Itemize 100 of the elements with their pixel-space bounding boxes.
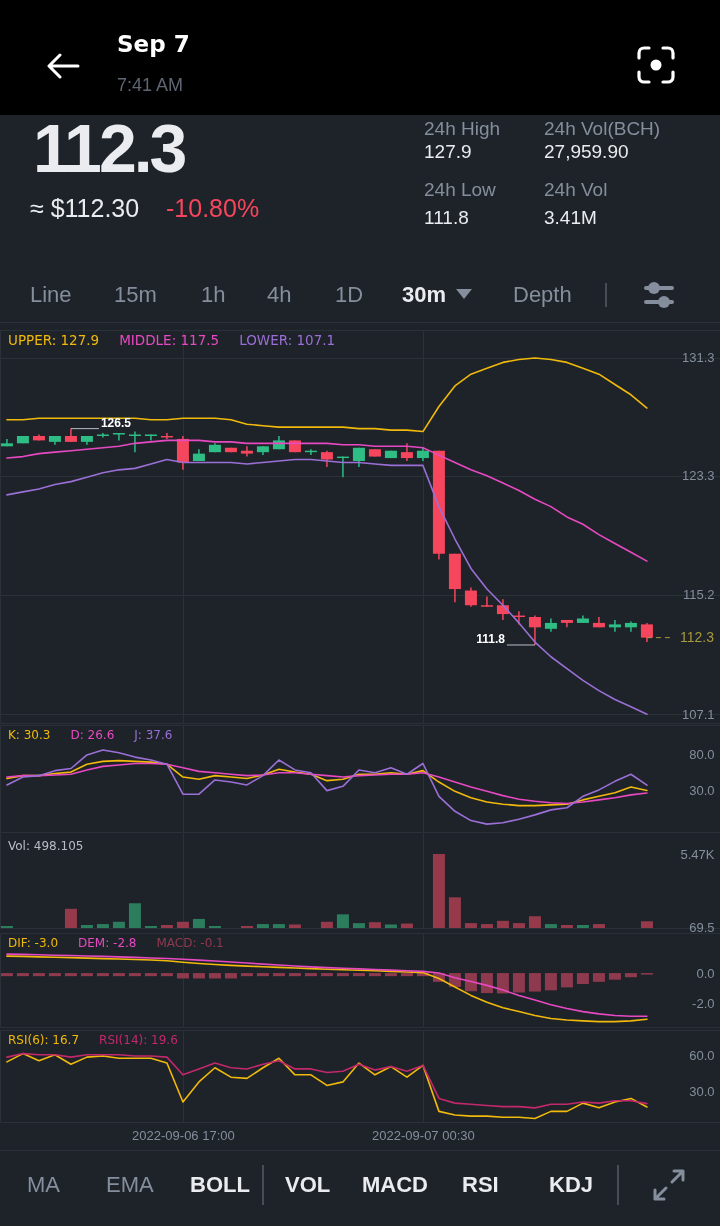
bar [560,925,573,928]
bar [96,924,109,928]
bar [528,916,541,928]
y-tick-label: 123.3 [681,468,715,484]
y-tick-label: 5.47K [680,846,715,862]
bar [480,924,493,928]
annotation: 126.5 [100,415,132,430]
bar [272,924,285,928]
bar [176,921,189,928]
text: RSI [462,1172,499,1197]
text: 3.41M [544,207,597,228]
text: UPPER: 127.9 [8,332,100,348]
text: ≈ $112.30 [30,194,140,222]
candlestick [608,619,621,633]
line-series [6,439,648,562]
text: 7:41 AM [117,75,184,95]
line-series [6,1052,648,1109]
text: BOLL [190,1172,250,1197]
text: MIDDLE: 117.5 [119,332,220,348]
text: Depth [513,282,572,307]
candlestick [240,445,253,458]
y-tick-label: 115.2 [682,587,715,603]
bar [192,918,205,928]
bar [320,921,333,928]
candlestick [480,595,493,608]
text: 24h Vol [544,179,608,200]
bar [112,921,125,928]
text: MA [27,1172,60,1197]
y-tick-label: 80.0 [689,747,715,763]
candlestick [624,620,637,633]
candlestick [464,586,477,608]
candlestick [112,432,125,442]
bar [208,925,221,928]
series-label: D: 26.6 [70,728,115,742]
text: 24h Low [424,179,496,200]
text: KDJ [549,1172,594,1197]
text: 24h Vol(BCH) [544,118,661,139]
text: K: 30.3 [8,728,51,742]
text: 15m [114,282,157,307]
text: 30m [402,282,447,307]
bar [144,925,157,928]
series-label: J: 37.6 [134,728,173,742]
bar [640,921,653,928]
bar [352,923,365,928]
text: 112.3 [33,110,185,186]
line-series [6,357,648,433]
line-series [6,749,648,825]
text: Vol: 498.105 [8,839,84,853]
bar [464,923,477,928]
text: 111.8 [424,207,469,228]
bar [80,925,93,928]
bar [336,914,349,928]
y-tick-label: 69.5 [689,919,715,935]
series-label: RSI(6): 16.7 [8,1033,80,1047]
bar [544,924,557,928]
text: Sep 7 [117,31,190,57]
series-label: MACD: -0.1 [156,936,224,950]
bar [64,908,77,928]
bar [128,903,141,928]
text: -10.80% [166,194,260,222]
text: 1h [201,282,226,307]
bar [368,922,381,928]
x-tick-label: 2022-09-06 17:00 [132,1127,235,1143]
line-series [6,1052,648,1120]
text: 4h [267,282,292,307]
y-tick-label: 0.0 [696,965,715,981]
bar [288,924,301,928]
y-tick-label: 107.1 [681,706,715,722]
text: 27,959.90 [544,141,629,162]
text: Line [30,282,72,307]
bar [448,897,461,928]
text: 127.9 [424,141,472,162]
y-tick-label: -2.0 [692,996,715,1012]
text: 24h High [424,118,501,139]
text: MACD [362,1172,428,1197]
bar [384,924,397,928]
candlestick [640,622,653,643]
bar [592,924,605,928]
series-label: DIF: -3.0 [8,936,59,950]
bar [512,923,525,928]
bar [256,924,269,928]
y-tick-label: 60.0 [689,1048,715,1064]
candlestick [176,435,189,471]
y-tick-label: 30.0 [689,1083,715,1099]
series-label: RSI(14): 19.6 [99,1033,178,1047]
ref-line-label: 112.3 [680,628,715,645]
bar [496,920,509,928]
text: LOWER: 107.1 [239,332,336,348]
bar [160,925,173,928]
bar [432,854,445,928]
bar [0,925,13,928]
y-tick-label: 131.3 [681,350,715,366]
text: 1D [335,282,364,307]
text: EMA [106,1172,154,1197]
bar [576,925,589,928]
bar [240,925,253,928]
series-label: DEM: -2.8 [78,936,137,950]
candlestick [528,614,541,646]
x-tick-label: 2022-09-07 00:30 [372,1127,475,1143]
annotation: 111.8 [476,631,506,646]
